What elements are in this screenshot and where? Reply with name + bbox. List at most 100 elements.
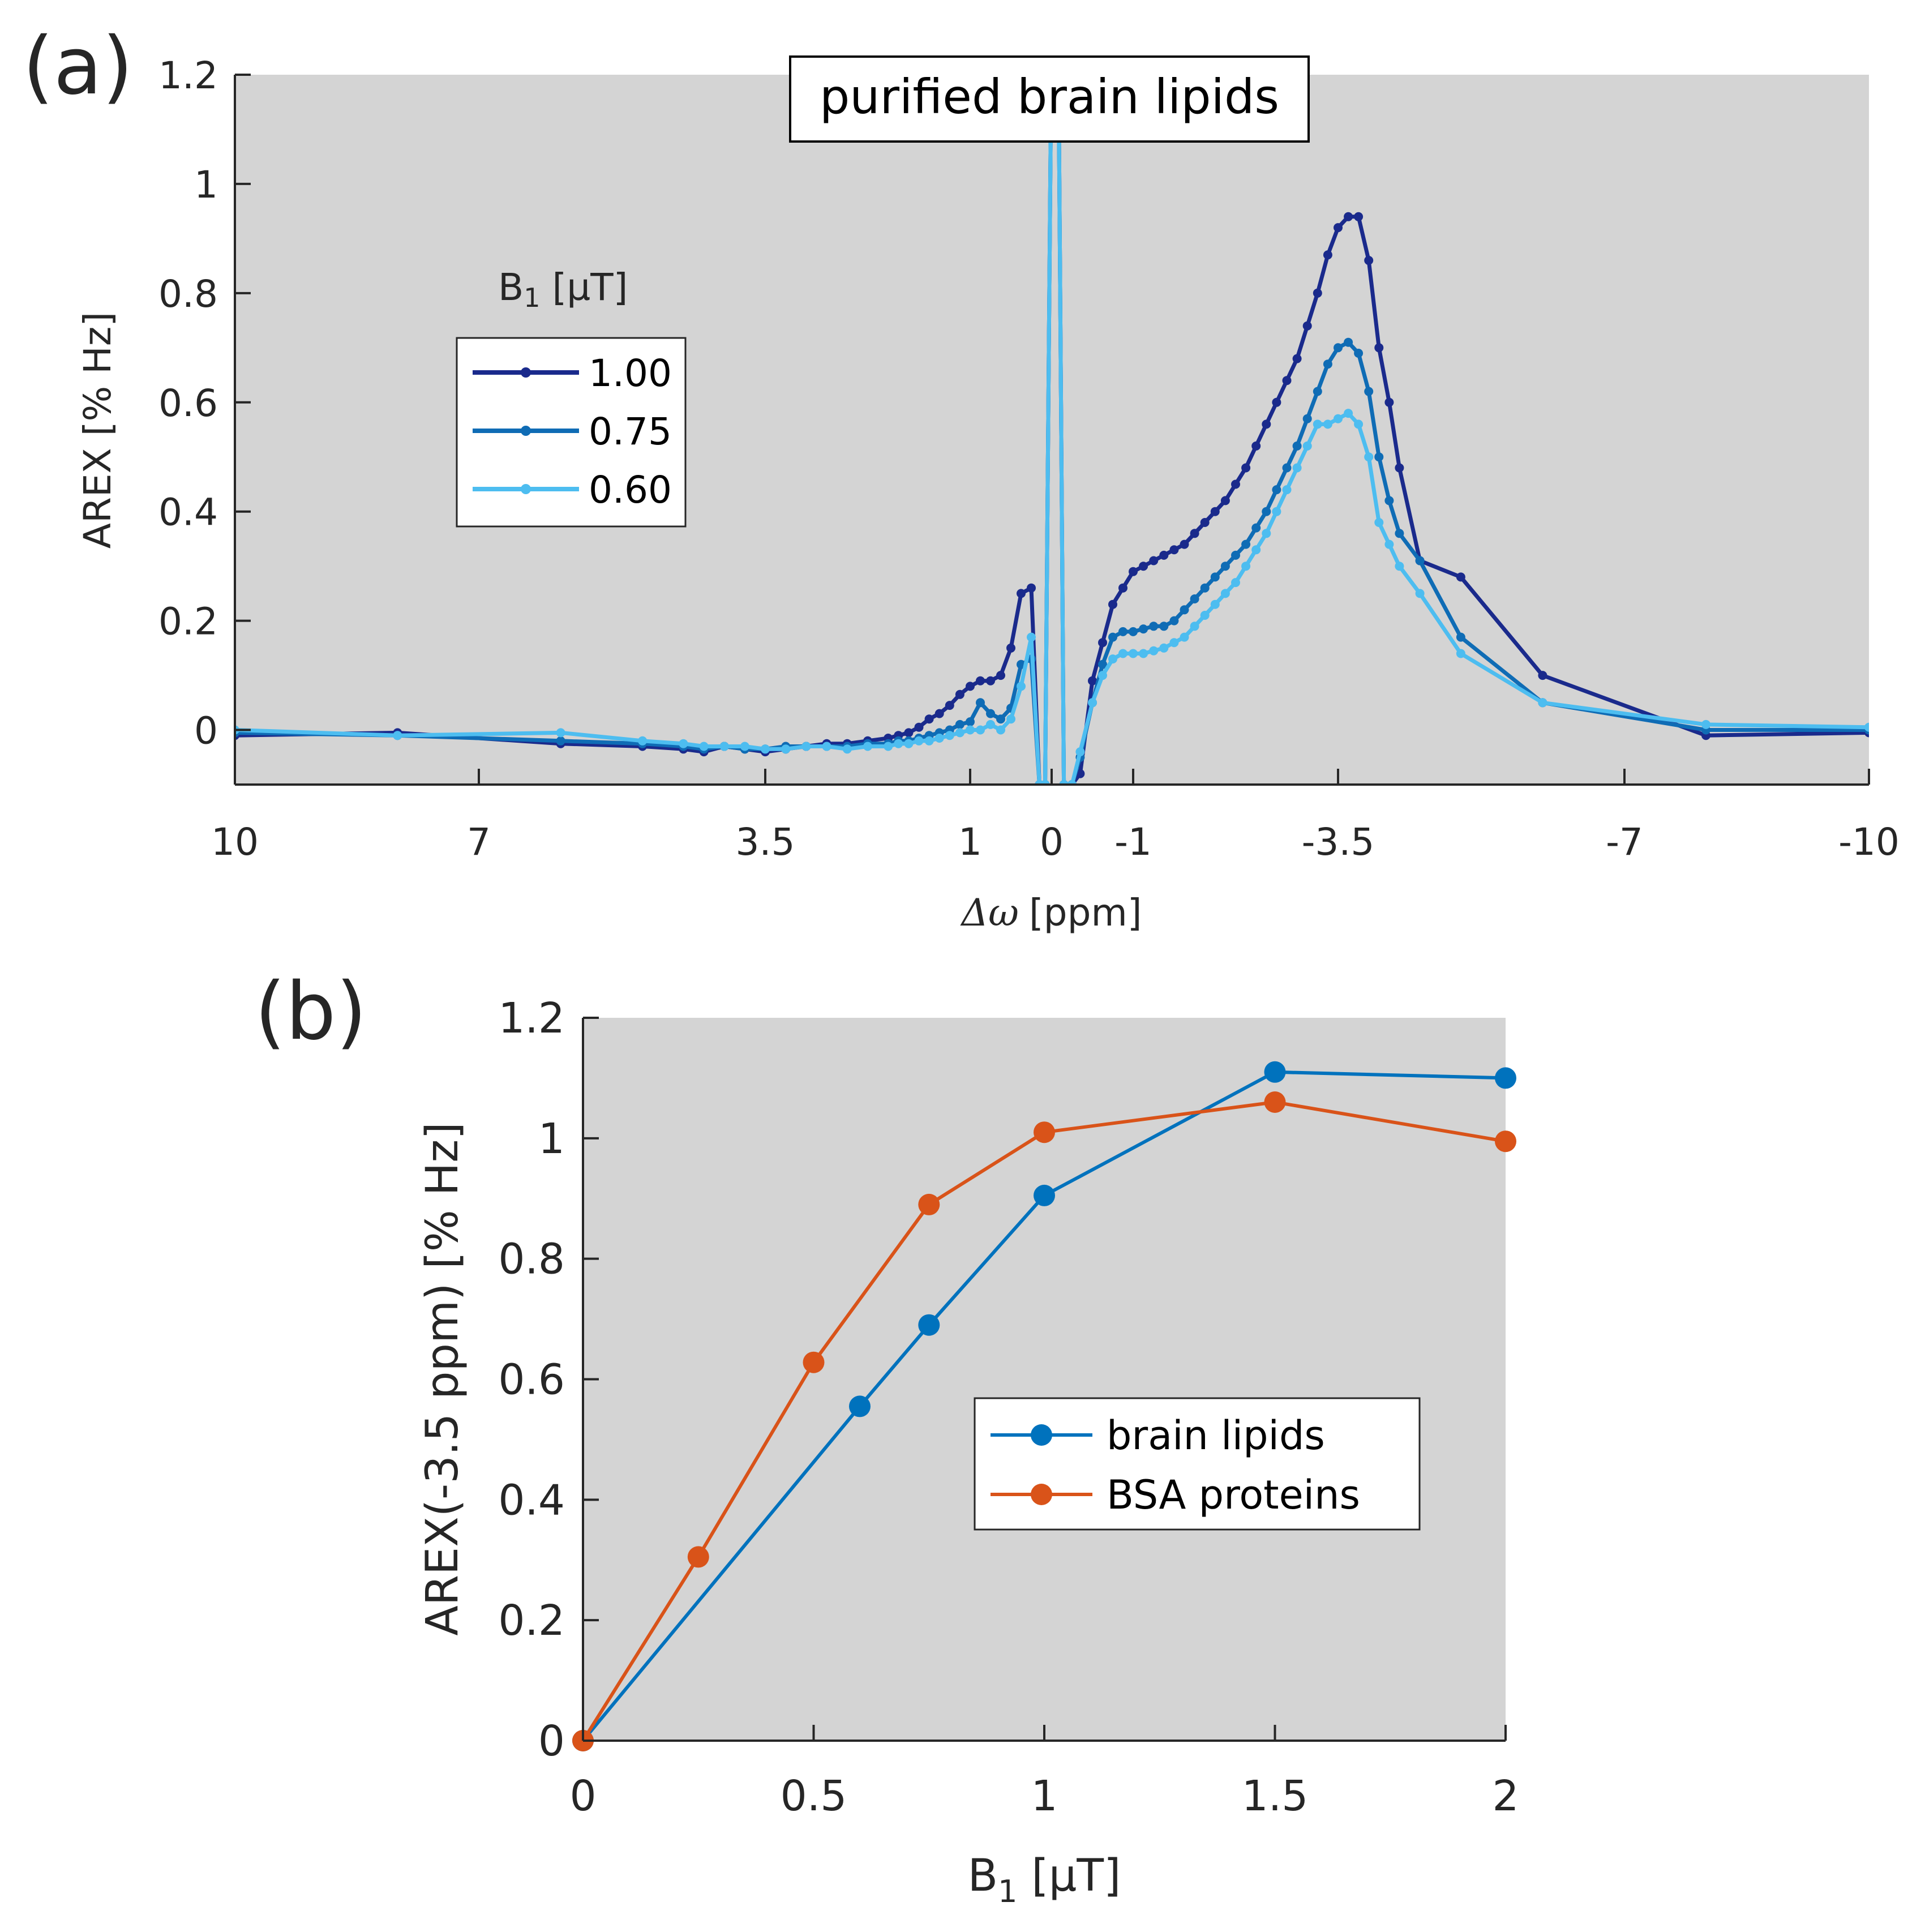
series-point-1.00 [1088,676,1097,686]
y-tick-label: 0.4 [158,491,218,534]
y-tick-label: 0.2 [498,1596,565,1645]
x-tick-label: 0.5 [781,1772,847,1820]
series-point-0.75 [966,717,975,727]
series-point-0.60 [1302,441,1312,451]
series-point-0.60 [1538,698,1547,708]
panel-b: (b) 0 0.5 1 1.5 2 0 0.2 0.4 0.6 0.8 1 1.2 brain li… [255,966,1519,1909]
series-point-0.60 [1313,419,1322,429]
y-tick-label: 0.6 [158,382,218,425]
panel-b-y-axis-label: AREX(-3.5 ppm) [% Hz] [417,1122,468,1635]
series-point-0.75 [1323,359,1332,369]
legend-label: brain lipids [1107,1412,1325,1459]
series-point-0.75 [1054,16,1063,25]
series-point-0.60 [1190,622,1199,631]
panel-a-x-ticks: 10 7 3.5 1 0 -1 -3.5 -7 -10 [211,769,1900,864]
b-x-label-main: B [968,1850,998,1901]
series-point-0.75 [1200,583,1210,593]
series-point-0.60 [1374,518,1384,527]
series-point-1.00 [1159,550,1169,560]
x-tick-label: 0 [1040,820,1064,864]
x-tick-label: -3.5 [1302,820,1375,864]
x-tick-label: 7 [467,820,491,864]
series-point-1.00 [1262,419,1271,429]
legend-marker-0.60 [521,484,531,494]
series-point-0.60 [1054,16,1063,25]
series-point-0.75 [1108,632,1117,642]
series-point-1.00 [976,676,985,686]
series-point-1.00 [986,676,995,686]
series-point-1.00 [1200,518,1210,527]
series-point-brain-lipids [1495,1067,1516,1089]
panel-b-x-axis-label: B1 [µT] [968,1850,1121,1909]
panel-a-legend: 1.00 0.75 0.60 [473,352,672,512]
series-point-0.75 [1292,441,1302,451]
series-point-0.60 [1017,682,1026,691]
panel-b-x-ticks: 0 0.5 1 1.5 2 [569,1725,1519,1820]
series-point-0.60 [761,744,770,754]
series-point-0.60 [924,736,934,746]
series-point-0.60 [1456,649,1465,658]
series-point-1.00 [1292,354,1302,363]
panel-a-y-ticks: 0 0.2 0.4 0.6 0.8 1 1.2 [158,54,251,753]
panel-a-title-box [789,55,1310,143]
series-point-0.60 [719,742,729,751]
series-point-0.75 [955,719,964,729]
series-point-0.75 [1282,463,1292,473]
series-point-0.60 [955,728,964,738]
series-point-1.00 [1374,343,1384,353]
series-point-1.00 [1538,671,1547,680]
series-point-0.75 [1098,659,1107,669]
panel-b-series-group [572,1061,1516,1751]
legend-marker-brain-lipids [1031,1424,1052,1446]
series-point-BSA-proteins [918,1193,940,1215]
series-point-0.60 [1344,409,1353,418]
series-point-0.60 [740,742,749,751]
series-point-0.60 [1027,632,1036,642]
series-point-0.60 [1088,698,1097,708]
series-point-0.75 [1272,485,1281,495]
series-point-0.75 [1190,594,1199,603]
y-tick-label: 1 [538,1115,565,1163]
series-point-0.60 [1241,562,1251,571]
series-point-1.00 [1017,589,1026,598]
series-point-0.60 [863,742,872,751]
series-point-BSA-proteins [1034,1121,1055,1143]
series-point-0.60 [884,742,893,751]
y-tick-label: 0.4 [498,1476,565,1524]
series-point-brain-lipids [918,1314,940,1336]
series-point-0.60 [699,742,709,751]
series-point-0.60 [1364,452,1374,462]
series-point-1.00 [924,714,934,724]
x-tick-label: -10 [1838,820,1900,864]
series-point-0.75 [1129,627,1138,636]
series-point-1.00 [1364,256,1374,265]
series-point-0.75 [1374,452,1384,462]
series-point-0.75 [1241,539,1251,549]
panel-b-legend-box [974,1397,1421,1531]
series-point-0.60 [1251,545,1261,555]
legend-marker-BSA-proteins [1031,1484,1052,1505]
series-point-0.60 [1075,747,1085,757]
series-point-0.60 [934,734,944,743]
series-point-1.00 [1098,638,1107,648]
series-point-0.75 [556,736,565,746]
series-point-BSA-proteins [1264,1091,1286,1113]
series-point-0.75 [1231,550,1240,560]
series-point-0.60 [1129,649,1138,658]
series-point-0.60 [842,744,852,754]
series-point-0.60 [638,736,648,746]
y-tick-label: 1.2 [158,54,218,97]
series-point-0.60 [1149,646,1159,656]
y-tick-label: 1 [194,163,218,207]
series-point-0.75 [1159,622,1169,631]
series-point-0.60 [1006,714,1015,724]
series-point-0.60 [556,728,565,738]
series-point-0.75 [1364,387,1374,396]
series-point-1.00 [1047,16,1056,25]
b-x-label-unit: [µT] [1017,1850,1121,1901]
x-tick-label: 1 [958,820,982,864]
series-point-1.00 [966,682,975,691]
series-point-0.75 [1395,529,1404,538]
series-point-1.00 [1344,212,1353,221]
